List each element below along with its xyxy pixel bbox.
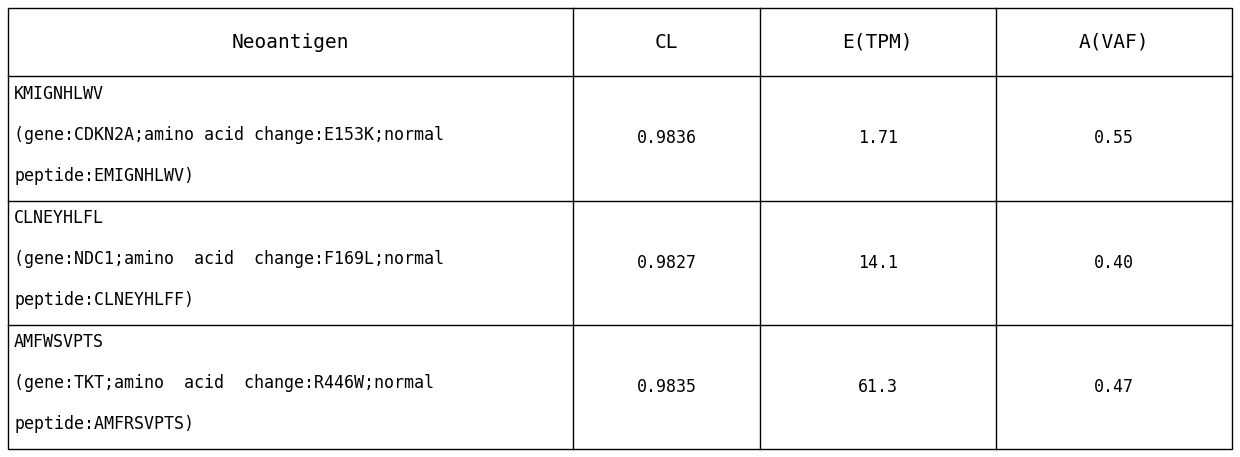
Text: (gene:TKT;amino  acid  change:R446W;normal: (gene:TKT;amino acid change:R446W;normal	[14, 374, 434, 392]
Text: peptide:EMIGNHLWV): peptide:EMIGNHLWV)	[14, 167, 193, 185]
Text: 0.40: 0.40	[1094, 254, 1133, 271]
Text: peptide:CLNEYHLFF): peptide:CLNEYHLFF)	[14, 291, 193, 309]
Text: CL: CL	[655, 33, 678, 52]
Text: KMIGNHLWV: KMIGNHLWV	[14, 85, 104, 103]
Text: CLNEYHLFL: CLNEYHLFL	[14, 209, 104, 227]
Text: 0.55: 0.55	[1094, 129, 1133, 148]
Text: 0.9835: 0.9835	[636, 378, 697, 396]
Text: 14.1: 14.1	[858, 254, 898, 271]
Text: E(TPM): E(TPM)	[842, 33, 913, 52]
Text: (gene:NDC1;amino  acid  change:F169L;normal: (gene:NDC1;amino acid change:F169L;norma…	[14, 250, 444, 268]
Text: 1.71: 1.71	[858, 129, 898, 148]
Text: 0.9827: 0.9827	[636, 254, 697, 271]
Text: AMFWSVPTS: AMFWSVPTS	[14, 333, 104, 351]
Text: 0.47: 0.47	[1094, 378, 1133, 396]
Text: Neoantigen: Neoantigen	[232, 33, 350, 52]
Text: 61.3: 61.3	[858, 378, 898, 396]
Text: A(VAF): A(VAF)	[1079, 33, 1149, 52]
Text: 0.9836: 0.9836	[636, 129, 697, 148]
Text: peptide:AMFRSVPTS): peptide:AMFRSVPTS)	[14, 415, 193, 433]
Text: (gene:CDKN2A;amino acid change:E153K;normal: (gene:CDKN2A;amino acid change:E153K;nor…	[14, 126, 444, 144]
